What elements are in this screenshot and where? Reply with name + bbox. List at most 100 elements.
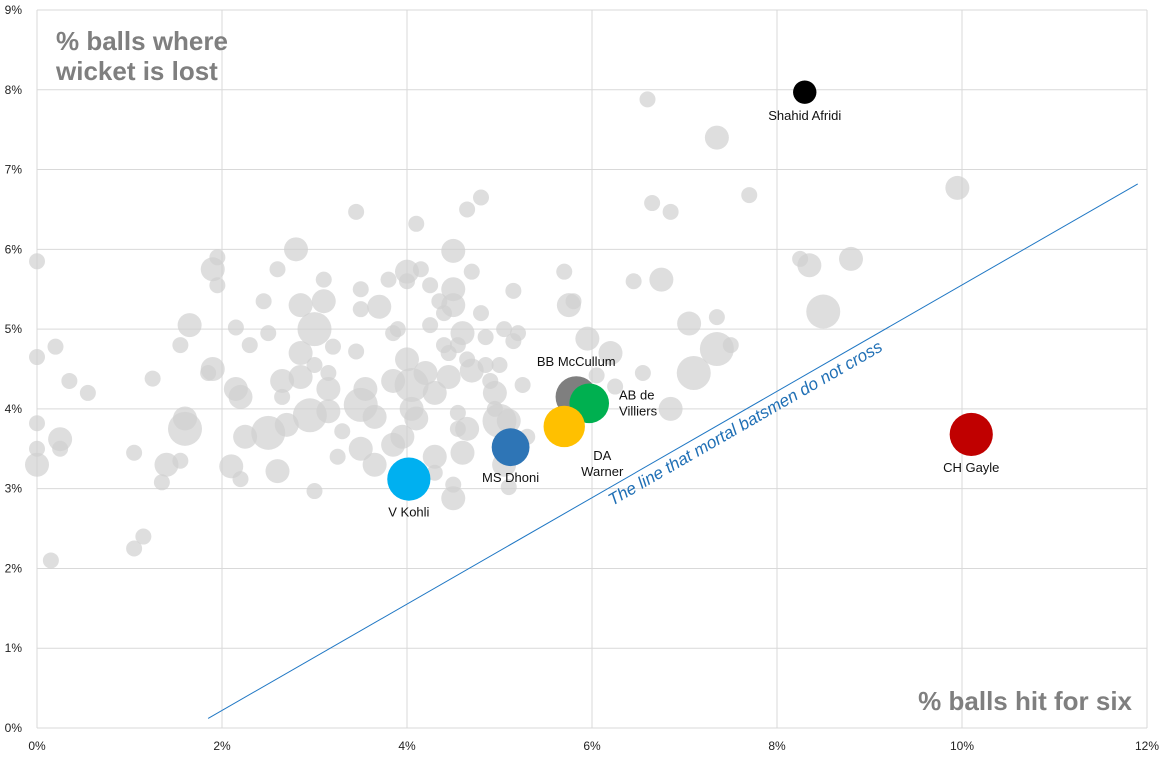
background-point: [496, 408, 521, 433]
background-point: [209, 249, 226, 266]
background-point: [441, 486, 466, 511]
background-point: [455, 416, 480, 441]
x-tick-label: 2%: [213, 739, 231, 753]
background-point: [459, 201, 476, 218]
label-shahid-afridi: Shahid Afridi: [768, 108, 841, 123]
background-point: [404, 406, 429, 431]
background-point: [352, 281, 369, 298]
background-point: [473, 305, 489, 322]
background-point: [284, 237, 308, 262]
background-point: [441, 238, 466, 263]
background-point: [228, 384, 253, 409]
background-point: [449, 404, 466, 421]
background-point: [588, 367, 605, 384]
background-point: [477, 357, 494, 374]
background-point: [274, 412, 299, 437]
background-point: [209, 277, 226, 294]
background-point: [413, 360, 438, 385]
background-point: [639, 91, 656, 108]
background-point: [436, 364, 461, 389]
background-point: [658, 396, 683, 421]
background-point: [408, 215, 425, 232]
background-point: [510, 325, 526, 342]
label-v-kohli: V Kohli: [388, 505, 429, 520]
background-point: [135, 528, 152, 545]
y-tick-label: 7%: [5, 163, 23, 177]
background-point: [389, 321, 406, 338]
x-tick-label: 4%: [398, 739, 416, 753]
y-axis-title-line: % balls where: [56, 26, 228, 56]
x-tick-label: 12%: [1135, 739, 1159, 753]
label-line: Shahid Afridi: [768, 108, 841, 123]
background-point: [61, 372, 78, 389]
y-tick-label: 0%: [5, 721, 23, 735]
background-point: [677, 311, 702, 336]
label-ab-de-villiers: AB de Villiers: [619, 387, 658, 418]
point-v-kohli: [387, 457, 431, 501]
point-ms-dhoni: [491, 428, 530, 467]
point-shahid-afridi: [793, 80, 817, 104]
background-point: [412, 261, 429, 278]
background-point: [274, 388, 291, 405]
label-ms-dhoni: MS Dhoni: [482, 470, 539, 485]
background-point: [233, 424, 258, 449]
background-point: [306, 483, 323, 500]
background-point: [334, 423, 351, 440]
trend-line-label: The line that mortal batsmen do not cros…: [605, 337, 886, 510]
label-line: MS Dhoni: [482, 470, 539, 485]
label-da-warner: DA Warner: [581, 448, 624, 479]
background-point: [173, 406, 197, 431]
background-point: [241, 337, 258, 354]
highlighted-points: Shahid Afridi CH Gayle BB McCullum AB de Vil…: [387, 80, 999, 520]
background-point: [644, 195, 661, 212]
point-da-warner: [543, 405, 585, 448]
y-tick-label: 5%: [5, 322, 23, 336]
background-point: [126, 540, 143, 557]
background-point: [265, 459, 290, 484]
y-tick-label: 4%: [5, 402, 23, 416]
y-axis-title-line: wicket is lost: [55, 56, 218, 86]
background-point: [144, 370, 161, 387]
y-tick-label: 3%: [5, 482, 23, 496]
background-point: [676, 355, 711, 390]
y-axis-ticks: 0% 1% 2% 3% 4% 5% 6% 7% 8% 9%: [5, 3, 23, 735]
background-point: [288, 364, 313, 389]
background-point: [153, 474, 170, 491]
background-point: [227, 319, 244, 336]
label-line: V Kohli: [388, 505, 429, 520]
y-tick-label: 6%: [5, 242, 23, 256]
background-point: [172, 452, 189, 469]
y-tick-label: 2%: [5, 561, 23, 575]
background-point: [29, 415, 45, 432]
background-point: [348, 436, 373, 461]
background-point: [649, 267, 674, 292]
background-point: [607, 378, 624, 395]
background-point: [625, 273, 642, 290]
background-point: [288, 341, 313, 366]
background-point: [325, 338, 341, 355]
background-point: [708, 309, 725, 326]
x-tick-label: 8%: [768, 739, 786, 753]
background-point: [52, 440, 69, 457]
background-point: [316, 376, 341, 401]
background-point: [47, 338, 64, 355]
background-point: [565, 293, 582, 310]
background-point: [380, 271, 397, 288]
background-point: [505, 282, 522, 299]
background-point: [306, 357, 323, 374]
label-line: Warner: [581, 464, 624, 479]
x-tick-label: 0%: [28, 739, 46, 753]
background-point: [362, 452, 387, 477]
label-line: AB de: [619, 387, 654, 402]
background-points: [25, 91, 970, 569]
background-point: [496, 321, 513, 338]
background-point: [839, 246, 863, 271]
background-point: [722, 337, 739, 354]
background-point: [177, 313, 202, 338]
background-point: [741, 187, 758, 204]
label-ch-gayle: CH Gayle: [943, 460, 999, 475]
label-line: Villiers: [619, 403, 658, 418]
background-point: [422, 317, 439, 334]
